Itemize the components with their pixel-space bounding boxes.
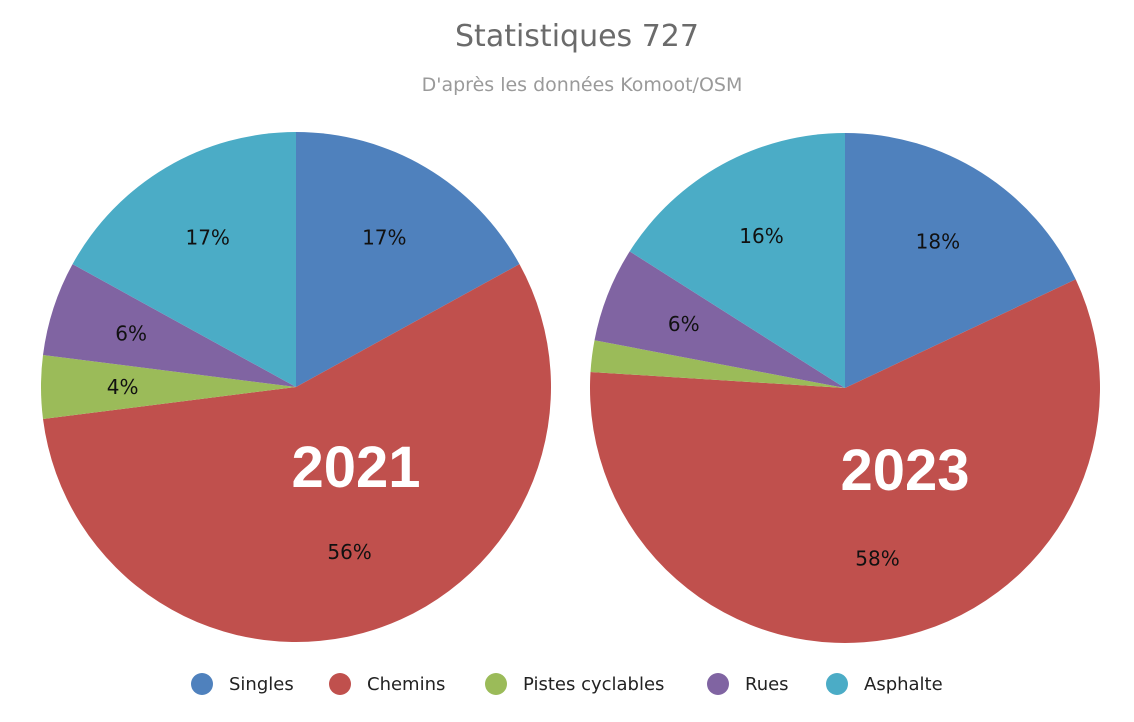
slice-2021-asphalte[interactable] (72, 132, 296, 387)
slice-2021-singles[interactable] (296, 132, 520, 387)
legend-item-asphalte[interactable]: Asphalte (826, 673, 943, 695)
legend-marker-singles (191, 673, 213, 695)
slice-2023-chemins[interactable] (589, 279, 1100, 643)
slice-2023-asphalte[interactable] (629, 133, 845, 388)
legend-label-asphalte: Asphalte (864, 674, 943, 695)
data-label-2023-rues: 6% (668, 312, 700, 336)
legend-item-rues[interactable]: Rues (707, 673, 789, 695)
legend-label-pistes-cyclables: Pistes cyclables (523, 674, 664, 695)
slice-2023-pistes-cyclables[interactable] (590, 340, 846, 388)
data-label-2021-singles: 17% (362, 226, 406, 250)
chart-title: Statistiques 727 (455, 19, 699, 54)
legend-item-pistes-cyclables[interactable]: Pistes cyclables (485, 673, 664, 695)
legend-label-chemins: Chemins (367, 674, 445, 695)
data-label-2023-asphalte: 16% (739, 224, 783, 248)
slice-2023-singles[interactable] (845, 133, 1076, 388)
pie-2021: 17% 56% 4% 6% 17% 2021 (40, 132, 551, 642)
legend: Singles Chemins Pistes cyclables Rues Asphal… (191, 673, 943, 695)
legend-marker-rues (707, 673, 729, 695)
legend-label-rues: Rues (745, 674, 789, 695)
slice-2021-rues[interactable] (43, 264, 297, 387)
legend-label-singles: Singles (229, 674, 294, 695)
pies-group: 17% 56% 4% 6% 17% 2021 18% 58% 6% 16% 2023 (40, 132, 1100, 643)
pie-year-label-2021: 2021 (291, 435, 420, 500)
data-label-2021-asphalte: 17% (185, 226, 229, 250)
chart-subtitle: D'après les données Komoot/OSM (422, 74, 743, 96)
legend-marker-pistes-cyclables (485, 673, 507, 695)
pie-2023: 18% 58% 6% 16% 2023 (589, 133, 1100, 643)
legend-item-chemins[interactable]: Chemins (329, 673, 445, 695)
slice-2021-chemins[interactable] (43, 264, 551, 642)
slice-2023-rues[interactable] (594, 251, 845, 388)
slice-2021-pistes-cyclables[interactable] (40, 355, 297, 419)
legend-item-singles[interactable]: Singles (191, 673, 294, 695)
data-label-2021-rues: 6% (115, 321, 147, 345)
data-label-2021-pistes-cyclables: 4% (107, 375, 139, 399)
data-label-2023-singles: 18% (916, 230, 960, 254)
data-label-2023-chemins: 58% (855, 546, 899, 570)
pie-year-label-2023: 2023 (840, 438, 969, 503)
legend-marker-asphalte (826, 673, 848, 695)
legend-marker-chemins (329, 673, 351, 695)
data-label-2021-chemins: 56% (327, 540, 371, 564)
